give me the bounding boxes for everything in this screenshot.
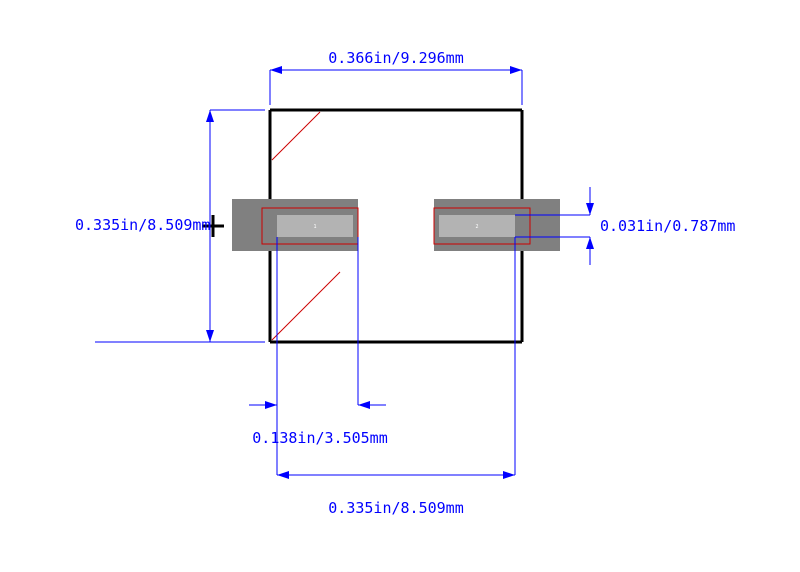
dim-left-height: 0.335in/8.509mm (75, 216, 210, 234)
svg-text:2: 2 (475, 224, 478, 230)
dim-right-small: 0.031in/0.787mm (600, 217, 735, 235)
dim-bottom-inner: 0.138in/3.505mm (252, 429, 387, 447)
svg-text:1: 1 (313, 224, 316, 230)
dim-top-width: 0.366in/9.296mm (328, 49, 463, 67)
technical-drawing: 1 2 0.366in/9.296mm 0.335in/8.509mm 0.031in/… (0, 0, 800, 572)
dim-bottom-outer: 0.335in/8.509mm (328, 499, 463, 517)
